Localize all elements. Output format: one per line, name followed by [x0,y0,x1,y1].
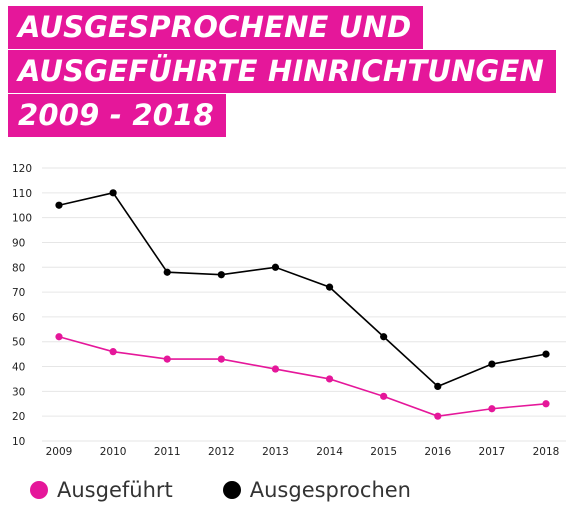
data-point [163,268,171,276]
y-tick-label: 80 [12,262,25,274]
grid-lines [42,167,566,442]
x-tick-label: 2014 [316,446,343,458]
chart-title-line-3: 2009 - 2018 [8,94,226,137]
legend-item-ausgesprochen: Ausgesprochen [222,478,411,502]
x-tick-label: 2011 [154,446,181,458]
data-point [325,375,334,383]
data-point [434,412,442,420]
line-chart: 10 20 30 40 50 60 70 80 90 100 110 120 2009 2010 2011… [12,163,566,458]
data-point [109,348,117,356]
data-point [542,400,550,408]
series-ausgefuehrt [55,333,550,420]
data-point [217,355,225,363]
legend-label-ausgesprochen: Ausgesprochen [249,478,411,502]
data-point [488,405,496,413]
y-tick-label: 110 [12,188,32,200]
x-tick-label: 2015 [370,446,397,458]
y-tick-label: 120 [12,163,32,175]
x-tick-label: 2016 [424,446,451,458]
legend-item-ausgefuehrt: Ausgeführt [30,478,173,502]
data-point [325,283,334,291]
y-tick-label: 50 [12,337,25,349]
y-tick-label: 10 [12,436,25,448]
x-tick-label: 2010 [100,446,127,458]
chart-title-line-2: AUSGEFÜHRTE HINRICHTUNGEN [8,50,557,93]
y-tick-label: 60 [12,312,25,324]
x-tick-label: 2018 [533,446,560,458]
series-line [58,335,547,418]
data-point [217,271,225,279]
data-point [542,350,550,358]
data-point [380,392,388,400]
data-point [271,365,280,373]
x-tick-label: 2012 [208,446,235,458]
series [55,189,550,420]
x-tick-label: 2009 [46,446,73,458]
y-tick-label: 90 [12,237,25,249]
x-tick-label: 2013 [262,446,289,458]
x-axis-ticks: 2009 2010 2011 2012 2013 2014 2015 2016 2017 2018 [46,446,560,458]
y-tick-label: 30 [12,386,25,398]
legend-label-ausgefuehrt: Ausgeführt [57,478,173,502]
series-line [58,191,547,388]
y-axis-ticks: 10 20 30 40 50 60 70 80 90 100 110 120 [12,163,32,448]
data-point [55,333,63,341]
series-ausgesprochen [55,189,550,390]
legend: Ausgeführt Ausgesprochen [30,478,461,502]
chart-title: AUSGESPROCHENE UND AUSGEFÜHRTE HINRICHTU… [8,6,557,138]
y-tick-label: 100 [12,213,32,225]
data-point [488,360,496,368]
data-point [55,201,63,209]
data-point [380,333,388,341]
data-point [271,263,280,271]
legend-swatch-ausgesprochen [222,481,241,499]
y-tick-label: 70 [12,287,25,299]
y-tick-label: 20 [12,411,25,423]
data-point [434,382,442,390]
data-point [163,355,171,363]
y-tick-label: 40 [12,362,25,374]
data-point [109,189,117,197]
legend-swatch-ausgefuehrt [30,481,48,499]
chart-title-line-1: AUSGESPROCHENE UND [8,6,424,49]
x-tick-label: 2017 [479,446,506,458]
